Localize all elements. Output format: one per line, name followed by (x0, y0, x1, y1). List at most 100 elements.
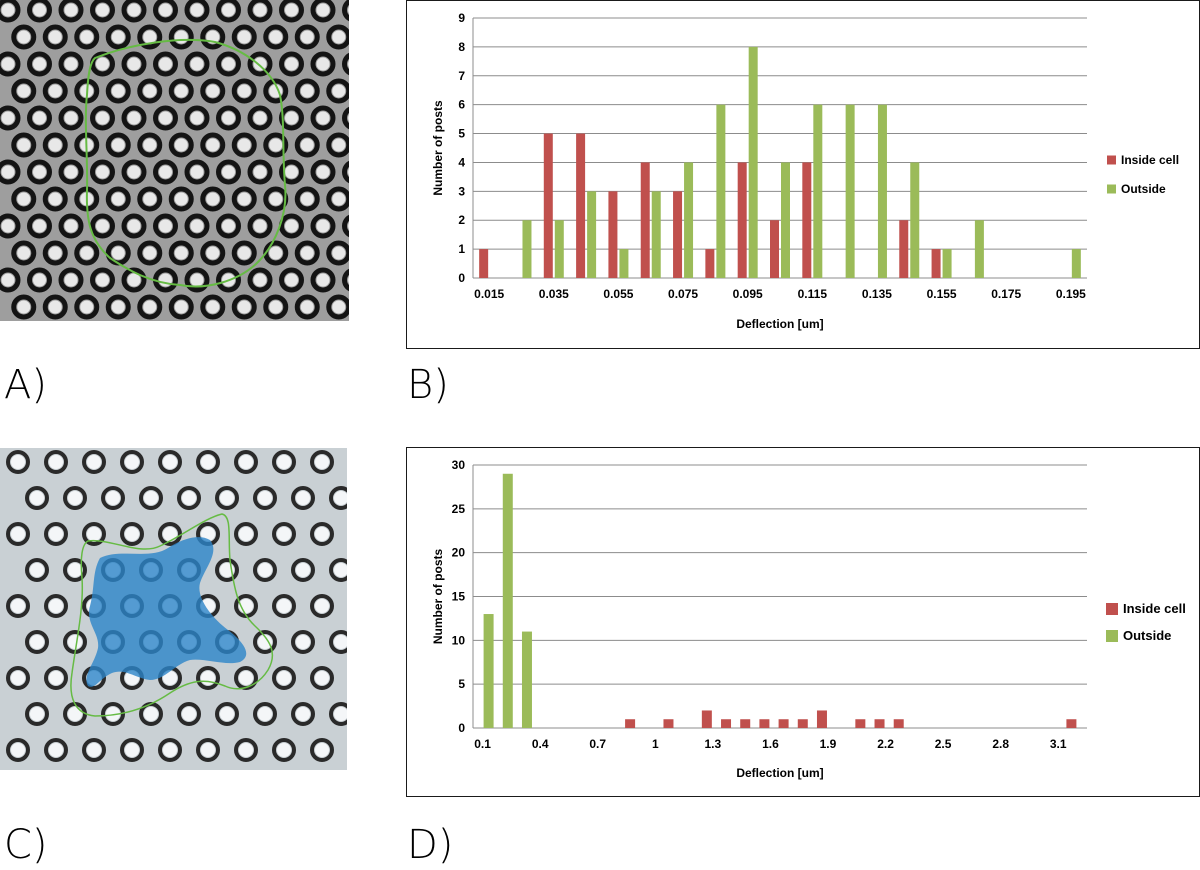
micropost-center (190, 273, 204, 287)
micropost-center (30, 491, 44, 505)
micropost-center (277, 455, 291, 469)
micropost-center (68, 707, 82, 721)
micropost-center (33, 57, 46, 71)
micropost-center (144, 707, 158, 721)
micropost (168, 24, 194, 50)
micropost (263, 78, 289, 104)
micropost (63, 486, 87, 510)
micropost (234, 450, 258, 474)
x-tick-label: 1.3 (705, 737, 722, 751)
micropost (42, 240, 68, 266)
micropost (310, 267, 336, 293)
micropost-center (201, 527, 215, 541)
micropost (27, 51, 52, 77)
micropost-center (206, 84, 220, 98)
micropost (294, 186, 320, 212)
micropost (329, 558, 347, 582)
micropost (105, 294, 131, 320)
micropost (27, 159, 52, 185)
micropost-center (1, 273, 15, 287)
bar-inside-cell (802, 162, 812, 278)
micropost (25, 630, 49, 654)
micropost (291, 630, 315, 654)
bar-inside-cell (816, 710, 827, 728)
micropost-center (269, 30, 283, 44)
y-tick-label: 30 (452, 458, 466, 472)
micropost (342, 52, 349, 76)
micropost-center (11, 455, 25, 469)
micropost-center (239, 743, 253, 757)
micropost-center (316, 165, 330, 179)
micropost (247, 105, 273, 131)
micropost-center (285, 3, 298, 17)
bar-inside-cell (673, 191, 683, 278)
micropost (291, 702, 315, 726)
micropost-center (48, 138, 62, 152)
chart-d-frame: 0 5 10 15 20 25 30 0.1 0.4 0.7 1 1.3 1.6 1.9 2.2 2.5 2.8… (406, 447, 1200, 797)
micropost-center (48, 300, 62, 314)
micropost-center (174, 30, 188, 44)
bar-outside (684, 162, 694, 278)
micropost (329, 702, 347, 726)
bar-inside-cell (899, 220, 909, 278)
micropost (0, 105, 21, 131)
y-tick-label: 9 (458, 11, 465, 25)
micropost (184, 159, 210, 185)
micropost-center (96, 165, 109, 179)
micropost-center (277, 743, 291, 757)
micropost-center (87, 743, 101, 757)
micropost-center (237, 138, 251, 152)
micropost-center (11, 743, 25, 757)
micropost (42, 132, 68, 158)
micropost-center (64, 273, 78, 287)
micropost (137, 78, 163, 104)
micropost-center (159, 111, 172, 125)
micropost-center (11, 671, 25, 685)
micropost-center (33, 3, 46, 17)
micropost (196, 666, 220, 690)
micropost (253, 630, 277, 654)
micropost-center (125, 743, 139, 757)
micropost-center (68, 491, 82, 505)
micropost (121, 267, 147, 293)
micropost-center (87, 527, 101, 541)
micropost-center (48, 30, 62, 44)
micropost-center (48, 246, 62, 260)
y-tick-label: 1 (458, 242, 465, 256)
micropost (177, 702, 201, 726)
micropost (137, 240, 163, 266)
micropost (231, 78, 257, 104)
micropost (310, 105, 336, 131)
micropost-center (285, 57, 298, 71)
legend-label: Outside (1123, 628, 1171, 643)
micropost-center (96, 3, 109, 17)
micropost (253, 702, 277, 726)
micropost (90, 0, 115, 23)
micropost (294, 78, 320, 104)
micropost (11, 132, 37, 158)
micropost (137, 294, 163, 320)
y-tick-label: 0 (458, 271, 465, 285)
micropost (247, 213, 273, 239)
micropost-center (300, 246, 314, 260)
micropost (121, 213, 147, 239)
micropost (342, 106, 349, 130)
micropost-center (269, 300, 283, 314)
x-tick-label: 3.1 (1050, 737, 1067, 751)
bar-outside (587, 191, 597, 278)
micropost-image-c (0, 448, 347, 770)
micropost (158, 450, 182, 474)
micropost-center (277, 527, 291, 541)
micropost (326, 240, 349, 266)
micropost (177, 486, 201, 510)
micropost-center (348, 6, 349, 14)
micropost (326, 78, 349, 104)
micropost-center (174, 138, 188, 152)
micropost-center (30, 563, 44, 577)
micropost-center (159, 165, 172, 179)
micropost-center (222, 219, 235, 233)
micropost-center (106, 707, 120, 721)
y-tick-label: 6 (458, 98, 465, 112)
micropost-center (253, 3, 267, 17)
micropost (82, 450, 106, 474)
